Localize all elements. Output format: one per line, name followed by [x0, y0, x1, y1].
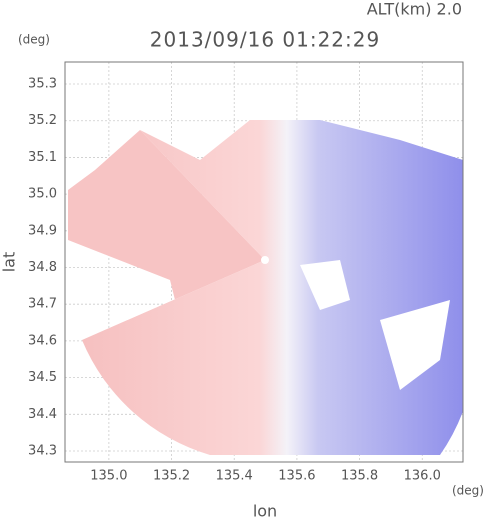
x-tick-label: 135.6 — [278, 469, 315, 484]
x-tick-label: 135.0 — [90, 469, 127, 484]
x-tick-label: 136.0 — [404, 469, 441, 484]
x-tick-label: 135.2 — [153, 469, 190, 484]
subtitle: ALT(km) 2.0 — [367, 0, 462, 19]
echo-gap — [300, 260, 450, 390]
y-tick-label: 34.9 — [28, 223, 57, 238]
chart-title: 2013/09/16 01:22:29 — [150, 28, 380, 52]
x-tick-label: 135.8 — [341, 469, 378, 484]
y-tick-label: 34.8 — [28, 260, 57, 275]
y-tick-label: 34.3 — [28, 443, 57, 458]
y-tick-label: 34.7 — [28, 297, 57, 312]
velocity-field — [68, 120, 463, 455]
plot-frame — [64, 61, 464, 463]
radar-site — [261, 256, 269, 264]
y-tick-label: 35.3 — [28, 77, 57, 92]
y-tick-label: 35.0 — [28, 187, 57, 202]
echo-main — [82, 120, 463, 455]
y-tick-label: 34.6 — [28, 333, 57, 348]
y-tick-label: 35.1 — [28, 150, 57, 165]
x-axis-label: lon — [253, 502, 277, 521]
y-tick-label: 34.4 — [28, 407, 57, 422]
echo-west — [68, 130, 265, 340]
y-tick-label: 35.2 — [28, 113, 57, 128]
y-unit: (deg) — [18, 33, 50, 47]
y-tick-label: 34.5 — [28, 370, 57, 385]
x-unit: (deg) — [452, 484, 484, 498]
y-axis-label: lat — [0, 252, 19, 273]
x-tick-label: 135.4 — [216, 469, 253, 484]
